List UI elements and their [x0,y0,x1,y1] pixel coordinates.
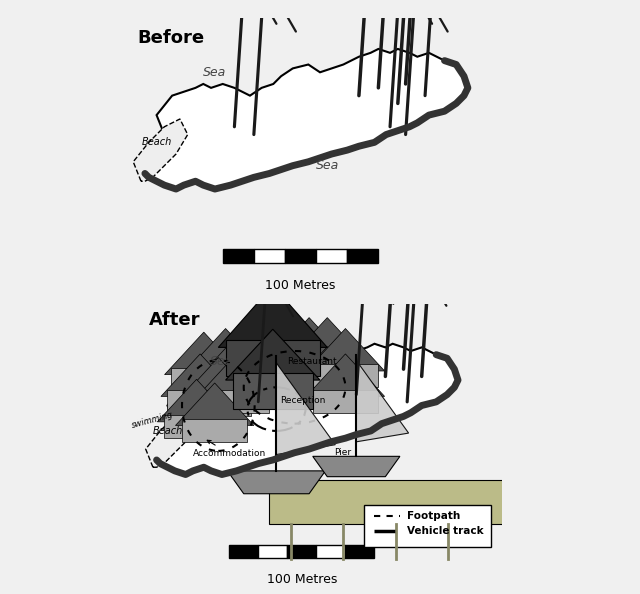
Polygon shape [133,119,188,181]
Polygon shape [252,318,330,360]
Polygon shape [164,332,243,375]
Bar [223,249,254,263]
Bar [346,545,374,558]
Bar [229,545,259,558]
Polygon shape [306,328,385,371]
Text: Beach: Beach [152,426,182,436]
Polygon shape [145,49,468,189]
Polygon shape [252,343,330,386]
Text: swimming: swimming [131,410,175,430]
Polygon shape [225,340,320,377]
Polygon shape [182,419,248,442]
Polygon shape [270,318,348,360]
Bar [269,481,509,524]
Bar [287,545,316,558]
Polygon shape [294,353,360,377]
Polygon shape [313,365,378,387]
Polygon shape [270,347,348,389]
Polygon shape [233,373,313,409]
Polygon shape [161,354,239,396]
Polygon shape [171,368,236,391]
Polygon shape [276,353,342,377]
Text: After: After [149,311,201,329]
Polygon shape [157,344,458,475]
Polygon shape [186,328,265,371]
Polygon shape [168,390,233,413]
Polygon shape [204,390,269,413]
Text: Sea: Sea [211,355,234,368]
Polygon shape [259,353,324,377]
Text: Accommodation: Accommodation [193,440,266,459]
Text: Pier: Pier [335,448,351,457]
Polygon shape [294,383,360,406]
Polygon shape [205,328,283,371]
Polygon shape [179,358,257,400]
Polygon shape [227,471,326,494]
Polygon shape [276,363,335,454]
Text: Beach: Beach [141,137,172,147]
Bar [316,249,348,263]
Text: Sea: Sea [316,159,339,172]
Text: Restaurant: Restaurant [287,358,337,366]
Polygon shape [211,365,276,387]
Polygon shape [164,415,229,438]
Text: Before: Before [137,30,204,48]
Polygon shape [313,456,400,476]
Polygon shape [288,347,367,389]
Text: 100 Metres: 100 Metres [266,279,336,292]
Polygon shape [276,383,342,406]
Bar [316,545,346,558]
Polygon shape [225,329,320,380]
Text: Sea: Sea [204,66,227,79]
Polygon shape [146,409,196,467]
FancyBboxPatch shape [364,505,491,547]
Polygon shape [157,380,236,422]
Text: 100 Metres: 100 Metres [267,573,337,586]
Bar [348,249,378,263]
Polygon shape [197,354,276,396]
Polygon shape [193,365,259,387]
Polygon shape [313,390,378,413]
Bar [254,249,285,263]
Polygon shape [288,318,367,360]
Text: Reception: Reception [280,396,325,405]
Polygon shape [356,361,408,442]
Text: Footpath: Footpath [407,511,460,522]
Polygon shape [259,379,324,402]
Bar [259,545,287,558]
Bar [285,249,316,263]
Polygon shape [186,393,251,416]
Text: Vehicle track: Vehicle track [407,526,484,536]
Polygon shape [175,383,254,425]
Polygon shape [306,354,385,396]
Polygon shape [218,286,327,347]
